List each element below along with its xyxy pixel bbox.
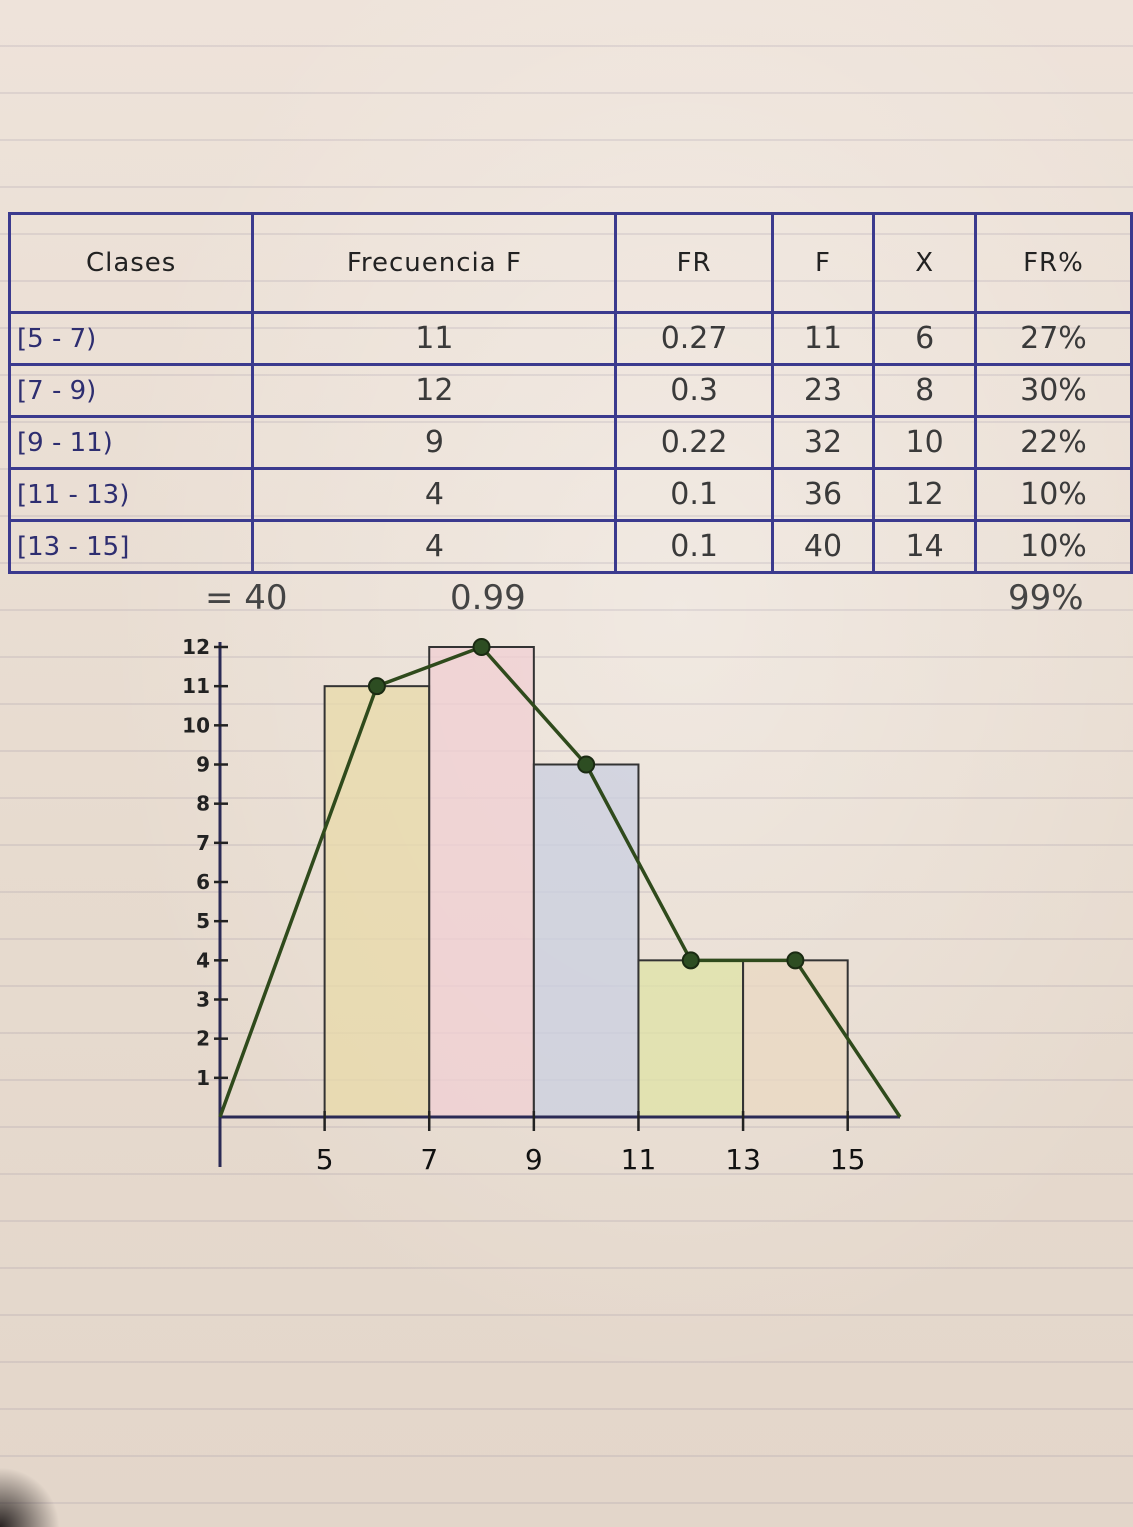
header-fr: FR [614,212,774,314]
y-tick-label: 2 [196,1027,210,1051]
cell-fr-pct: 30% [973,363,1133,418]
x-tick-label: 5 [316,1143,334,1176]
y-tick-label: 5 [196,909,210,933]
y-tick-label: 1 [196,1066,210,1090]
histogram-bar [742,959,849,1119]
y-tick-label: 10 [182,713,210,737]
cell-F: 23 [770,363,876,418]
cell-frecuencia: 4 [251,519,618,574]
x-tick-label: 7 [420,1143,438,1176]
histogram-bar [323,685,431,1119]
y-tick-label: 11 [182,674,210,698]
cell-F: 32 [770,415,876,470]
header-frecuencia: Frecuencia F [251,212,618,314]
polygon-point [367,677,386,696]
polygon-point [681,951,700,970]
cell-frecuencia: 12 [251,363,618,418]
header-fr-pct: FR% [973,212,1133,314]
cell-F: 11 [770,311,876,366]
polygon-point [472,638,491,656]
cell-fr: 0.1 [614,519,774,574]
table-row: [11 - 13) 4 0.1 36 12 10% [7,467,1133,522]
y-tick-label: 6 [196,870,210,894]
cell-F: 36 [770,467,876,522]
cell-fr: 0.27 [614,311,774,366]
cell-fr-pct: 27% [973,311,1133,366]
cell-x: 8 [872,363,977,418]
cell-fr-pct: 22% [973,415,1133,470]
histogram-bar [428,646,535,1118]
header-F: F [770,212,876,314]
table-row: [7 - 9) 12 0.3 23 8 30% [7,363,1133,418]
y-tick-label: 3 [196,988,210,1012]
cell-x: 10 [872,415,977,470]
cell-fr-pct: 10% [973,467,1133,522]
x-tick-label: 15 [830,1143,866,1176]
cell-clase: [9 - 11) [7,415,255,470]
cell-clase: [13 - 15] [7,519,255,574]
y-tick-label: 9 [196,753,210,777]
x-tick-label: 9 [525,1143,543,1176]
cell-fr: 0.22 [614,415,774,470]
header-x: X [872,212,977,314]
histogram-bar [532,763,640,1118]
table-row: [9 - 11) 9 0.22 32 10 22% [7,415,1133,470]
corner-shadow [0,1467,60,1527]
total-fr: 0.99 [450,578,526,618]
cell-x: 12 [872,467,977,522]
polygon-point [577,755,596,774]
cell-fr-pct: 10% [973,519,1133,574]
cell-F: 40 [770,519,876,574]
cell-frecuencia: 11 [251,311,618,366]
x-tick-label: 13 [725,1143,761,1176]
total-fr-pct: 99% [1008,578,1084,618]
table-row: [5 - 7) 11 0.27 11 6 27% [7,311,1133,366]
table-row: [13 - 15] 4 0.1 40 14 10% [7,519,1133,574]
cell-x: 6 [872,311,977,366]
y-tick-label: 4 [196,948,210,972]
total-frecuencia: = 40 [205,578,288,618]
header-clases: Clases [7,212,255,314]
y-tick-label: 12 [182,635,210,659]
table-header-row: Clases Frecuencia F FR F X FR% [7,212,1133,314]
cell-frecuencia: 9 [251,415,618,470]
cell-clase: [5 - 7) [7,311,255,366]
y-tick-label: 8 [196,792,210,816]
cell-frecuencia: 4 [251,467,618,522]
cell-x: 14 [872,519,977,574]
x-tick-label: 11 [621,1143,657,1176]
histogram-bar [637,959,745,1119]
cell-clase: [7 - 9) [7,363,255,418]
cell-fr: 0.3 [614,363,774,418]
cell-fr: 0.1 [614,467,774,522]
cell-clase: [11 - 13) [7,467,255,522]
y-tick-label: 7 [196,831,210,855]
polygon-point [786,951,805,970]
frequency-table: Clases Frecuencia F FR F X FR% [5 - 7) 1… [7,212,1133,574]
